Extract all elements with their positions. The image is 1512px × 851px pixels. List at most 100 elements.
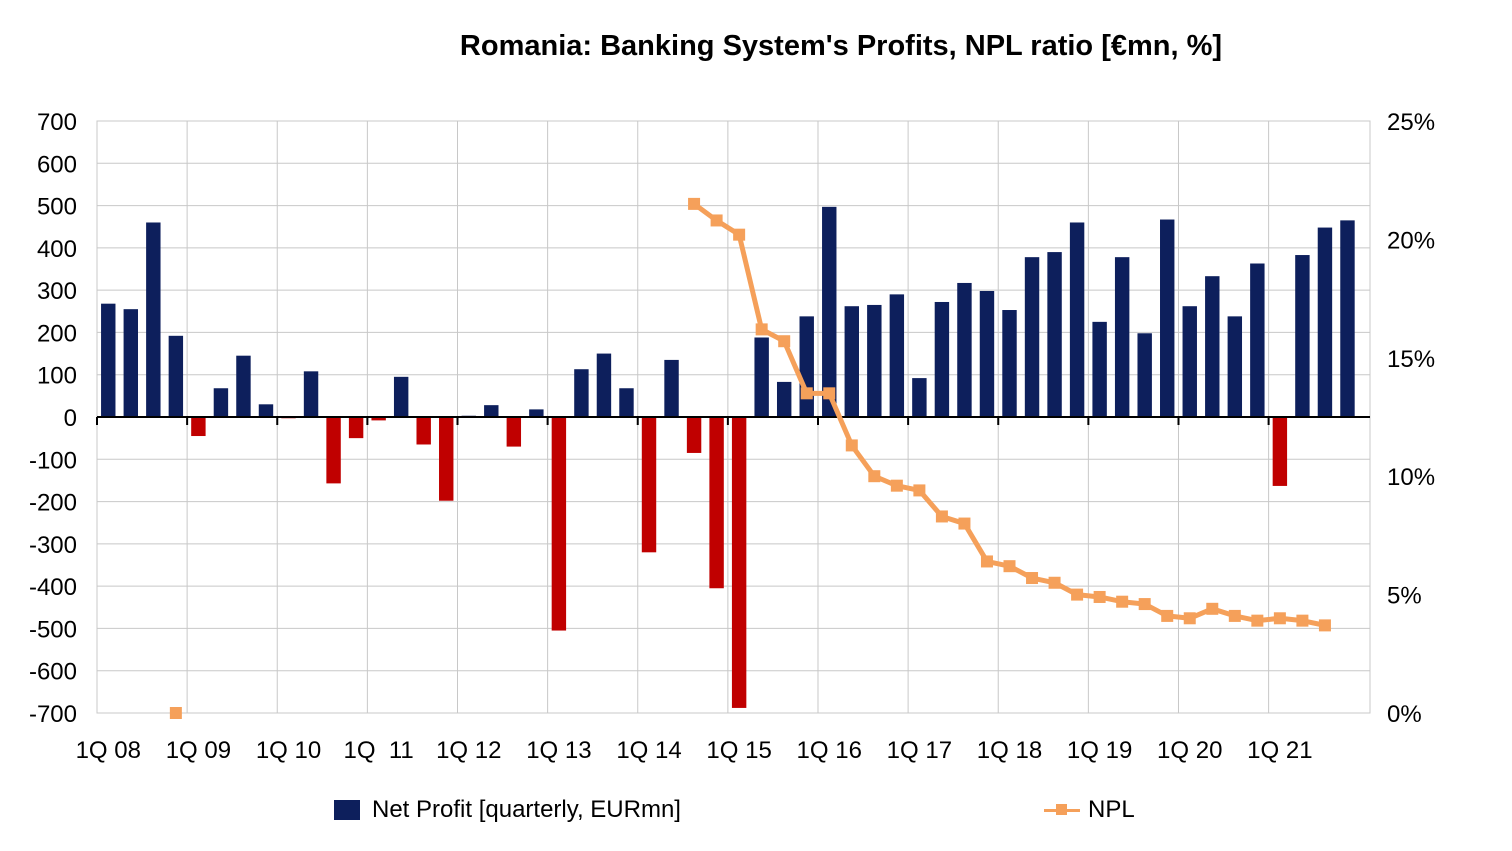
bar (529, 409, 544, 417)
y-left-tick-label: 300 (37, 278, 77, 305)
y-left-tick-label: 500 (37, 194, 77, 221)
x-tick-label: 1Q 14 (616, 737, 681, 764)
bar (303, 371, 319, 417)
y-left-tick-label: 600 (37, 151, 77, 178)
npl-point (1138, 598, 1151, 611)
npl-point (958, 517, 971, 530)
bar (934, 301, 950, 417)
npl-point (169, 707, 182, 719)
npl-point (688, 197, 701, 210)
bar (844, 306, 859, 417)
y-left-tick-label: 100 (37, 363, 77, 390)
bar (1069, 222, 1085, 417)
bar (686, 417, 702, 453)
legend-swatch-net-profit (334, 800, 360, 820)
npl-point (845, 439, 858, 452)
npl-point (1161, 609, 1174, 622)
npl-point (733, 228, 746, 241)
npl-point (1273, 612, 1286, 625)
y-right-tick-label: 25% (1387, 109, 1435, 136)
bar (101, 303, 116, 417)
x-tick-label: 1Q 21 (1247, 737, 1312, 764)
bar (1114, 257, 1130, 417)
bar (889, 294, 905, 417)
npl-point (755, 323, 768, 336)
legend-swatch-npl (1044, 800, 1080, 820)
bar (776, 381, 792, 417)
y-right-tick-label: 20% (1387, 227, 1435, 254)
y-left-tick-label: 700 (37, 109, 77, 136)
bar (1340, 220, 1355, 417)
y-left-tick-label: -700 (29, 701, 77, 728)
bar (1092, 321, 1107, 417)
bar (439, 417, 454, 501)
bar (867, 304, 882, 417)
x-tick-label: 1Q 13 (526, 737, 591, 764)
npl-point (1206, 602, 1219, 615)
bar (1205, 276, 1220, 417)
bar (551, 417, 567, 631)
npl-point (778, 335, 791, 348)
bar (1137, 333, 1152, 417)
bar (393, 376, 409, 417)
bar (123, 309, 139, 417)
bar (1227, 316, 1243, 417)
npl-point (1318, 619, 1331, 632)
legend-net-profit: Net Profit [quarterly, EURmn] (334, 796, 681, 824)
bar (236, 355, 251, 417)
bar (1160, 219, 1175, 417)
x-tick-label: 1Q 12 (436, 737, 501, 764)
npl-point (935, 510, 948, 523)
y-left-tick-label: -100 (29, 447, 77, 474)
y-right-tick-label: 5% (1387, 583, 1422, 610)
bar (1002, 310, 1017, 417)
bar (1317, 227, 1333, 417)
legend-npl: NPL (1044, 796, 1135, 824)
bar (1047, 252, 1062, 417)
bar (416, 417, 431, 445)
npl-point (1228, 609, 1241, 622)
bar (168, 335, 184, 417)
bar (191, 417, 206, 437)
npl-point (980, 555, 993, 568)
x-tick-label: 1Q 17 (887, 737, 952, 764)
bar (1182, 306, 1197, 417)
bar (506, 417, 522, 447)
y-left-tick-label: -300 (29, 532, 77, 559)
x-tick-label: 1Q 16 (797, 737, 862, 764)
x-tick-label: 1Q 18 (977, 737, 1042, 764)
y-right-tick-label: 15% (1387, 346, 1435, 373)
npl-point (800, 387, 813, 400)
bar (371, 417, 386, 421)
npl-point (1251, 614, 1264, 627)
y-right-tick-label: 0% (1387, 701, 1422, 728)
x-tick-label: 1Q 09 (166, 737, 231, 764)
y-right-tick-label: 10% (1387, 464, 1435, 491)
legend-label-net-profit: Net Profit [quarterly, EURmn] (372, 796, 681, 823)
bar (799, 316, 814, 417)
y-left-tick-label: -500 (29, 616, 77, 643)
bar (979, 290, 995, 417)
npl-point (1116, 595, 1129, 608)
bar (641, 417, 657, 553)
y-left-tick-label: 400 (37, 236, 77, 263)
bar (822, 206, 837, 417)
bar (348, 417, 364, 439)
npl-point (913, 484, 926, 497)
x-tick-label: 1Q 08 (76, 737, 141, 764)
npl-point (1296, 614, 1309, 627)
y-left-tick-label: 0 (64, 405, 77, 432)
x-tick-label: 1Q 10 (256, 737, 321, 764)
y-left-tick-label: -200 (29, 490, 77, 517)
x-tick-label: 1Q 19 (1067, 737, 1132, 764)
npl-point (1183, 612, 1196, 625)
x-tick-label: 1Q 20 (1157, 737, 1222, 764)
bar (1272, 417, 1288, 486)
bar (957, 282, 972, 417)
y-left-tick-label: 200 (37, 320, 77, 347)
npl-point (1003, 560, 1016, 573)
bar (1295, 255, 1310, 417)
legend-label-npl: NPL (1088, 796, 1135, 823)
